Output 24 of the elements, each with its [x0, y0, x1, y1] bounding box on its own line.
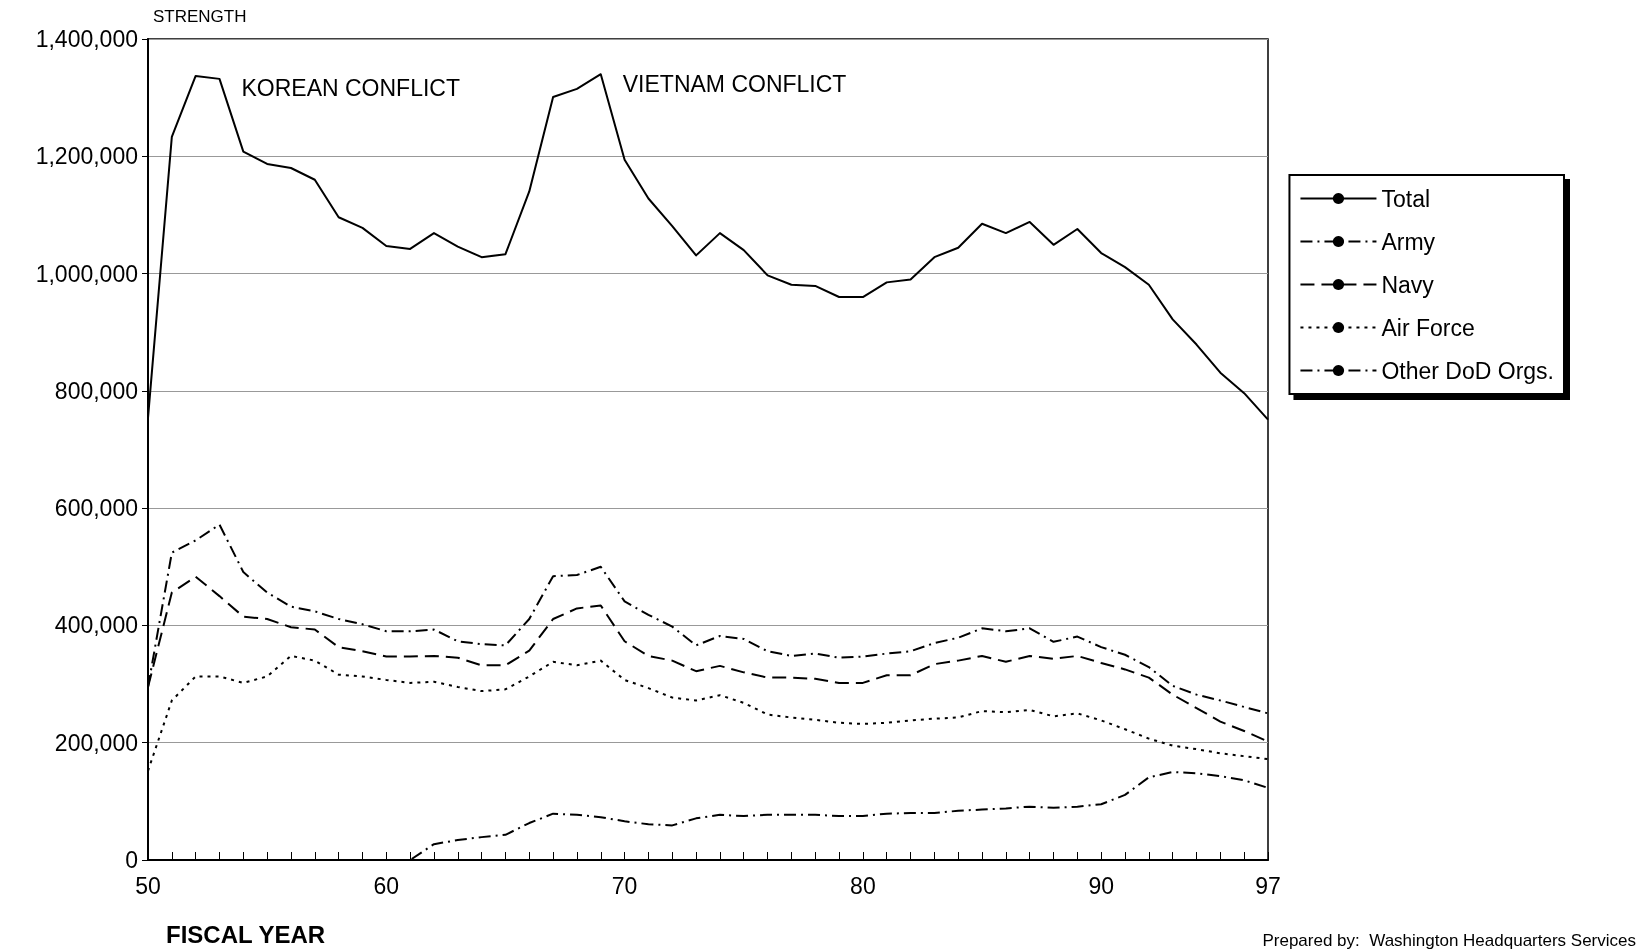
y-tick-label: 800,000: [54, 377, 138, 404]
y-tick-label: 1,000,000: [35, 260, 138, 287]
y-tick-label: 1,400,000: [35, 26, 138, 52]
x-tick-label: 50: [135, 872, 161, 899]
x-tick-label: 97: [1255, 872, 1281, 899]
y-axis-title: STRENGTH: [153, 7, 247, 26]
y-tick-label: 400,000: [54, 612, 138, 639]
annotation: KOREAN CONFLICT: [241, 75, 461, 102]
x-tick-label: 90: [1088, 872, 1114, 899]
y-tick-label: 600,000: [54, 495, 138, 522]
x-axis-title: FISCAL YEAR: [166, 920, 326, 948]
y-tick-label: 200,000: [54, 729, 138, 756]
x-tick-label: 70: [611, 872, 638, 899]
x-tick-label: 80: [850, 872, 876, 899]
annotation: VIETNAM CONFLICT: [622, 70, 847, 97]
legend-label: Navy: [1381, 271, 1435, 298]
legend-label: Other DoD Orgs.: [1381, 357, 1554, 384]
x-tick-label: 60: [373, 872, 400, 899]
y-tick-label: 0: [125, 847, 138, 873]
legend-label: Army: [1381, 228, 1436, 255]
text: Prepared by: Washington Headquarters Services: [1262, 931, 1636, 949]
legend-label: Air Force: [1381, 314, 1475, 341]
legend-label: Total: [1381, 185, 1431, 212]
y-tick-label: 1,200,000: [35, 143, 138, 170]
